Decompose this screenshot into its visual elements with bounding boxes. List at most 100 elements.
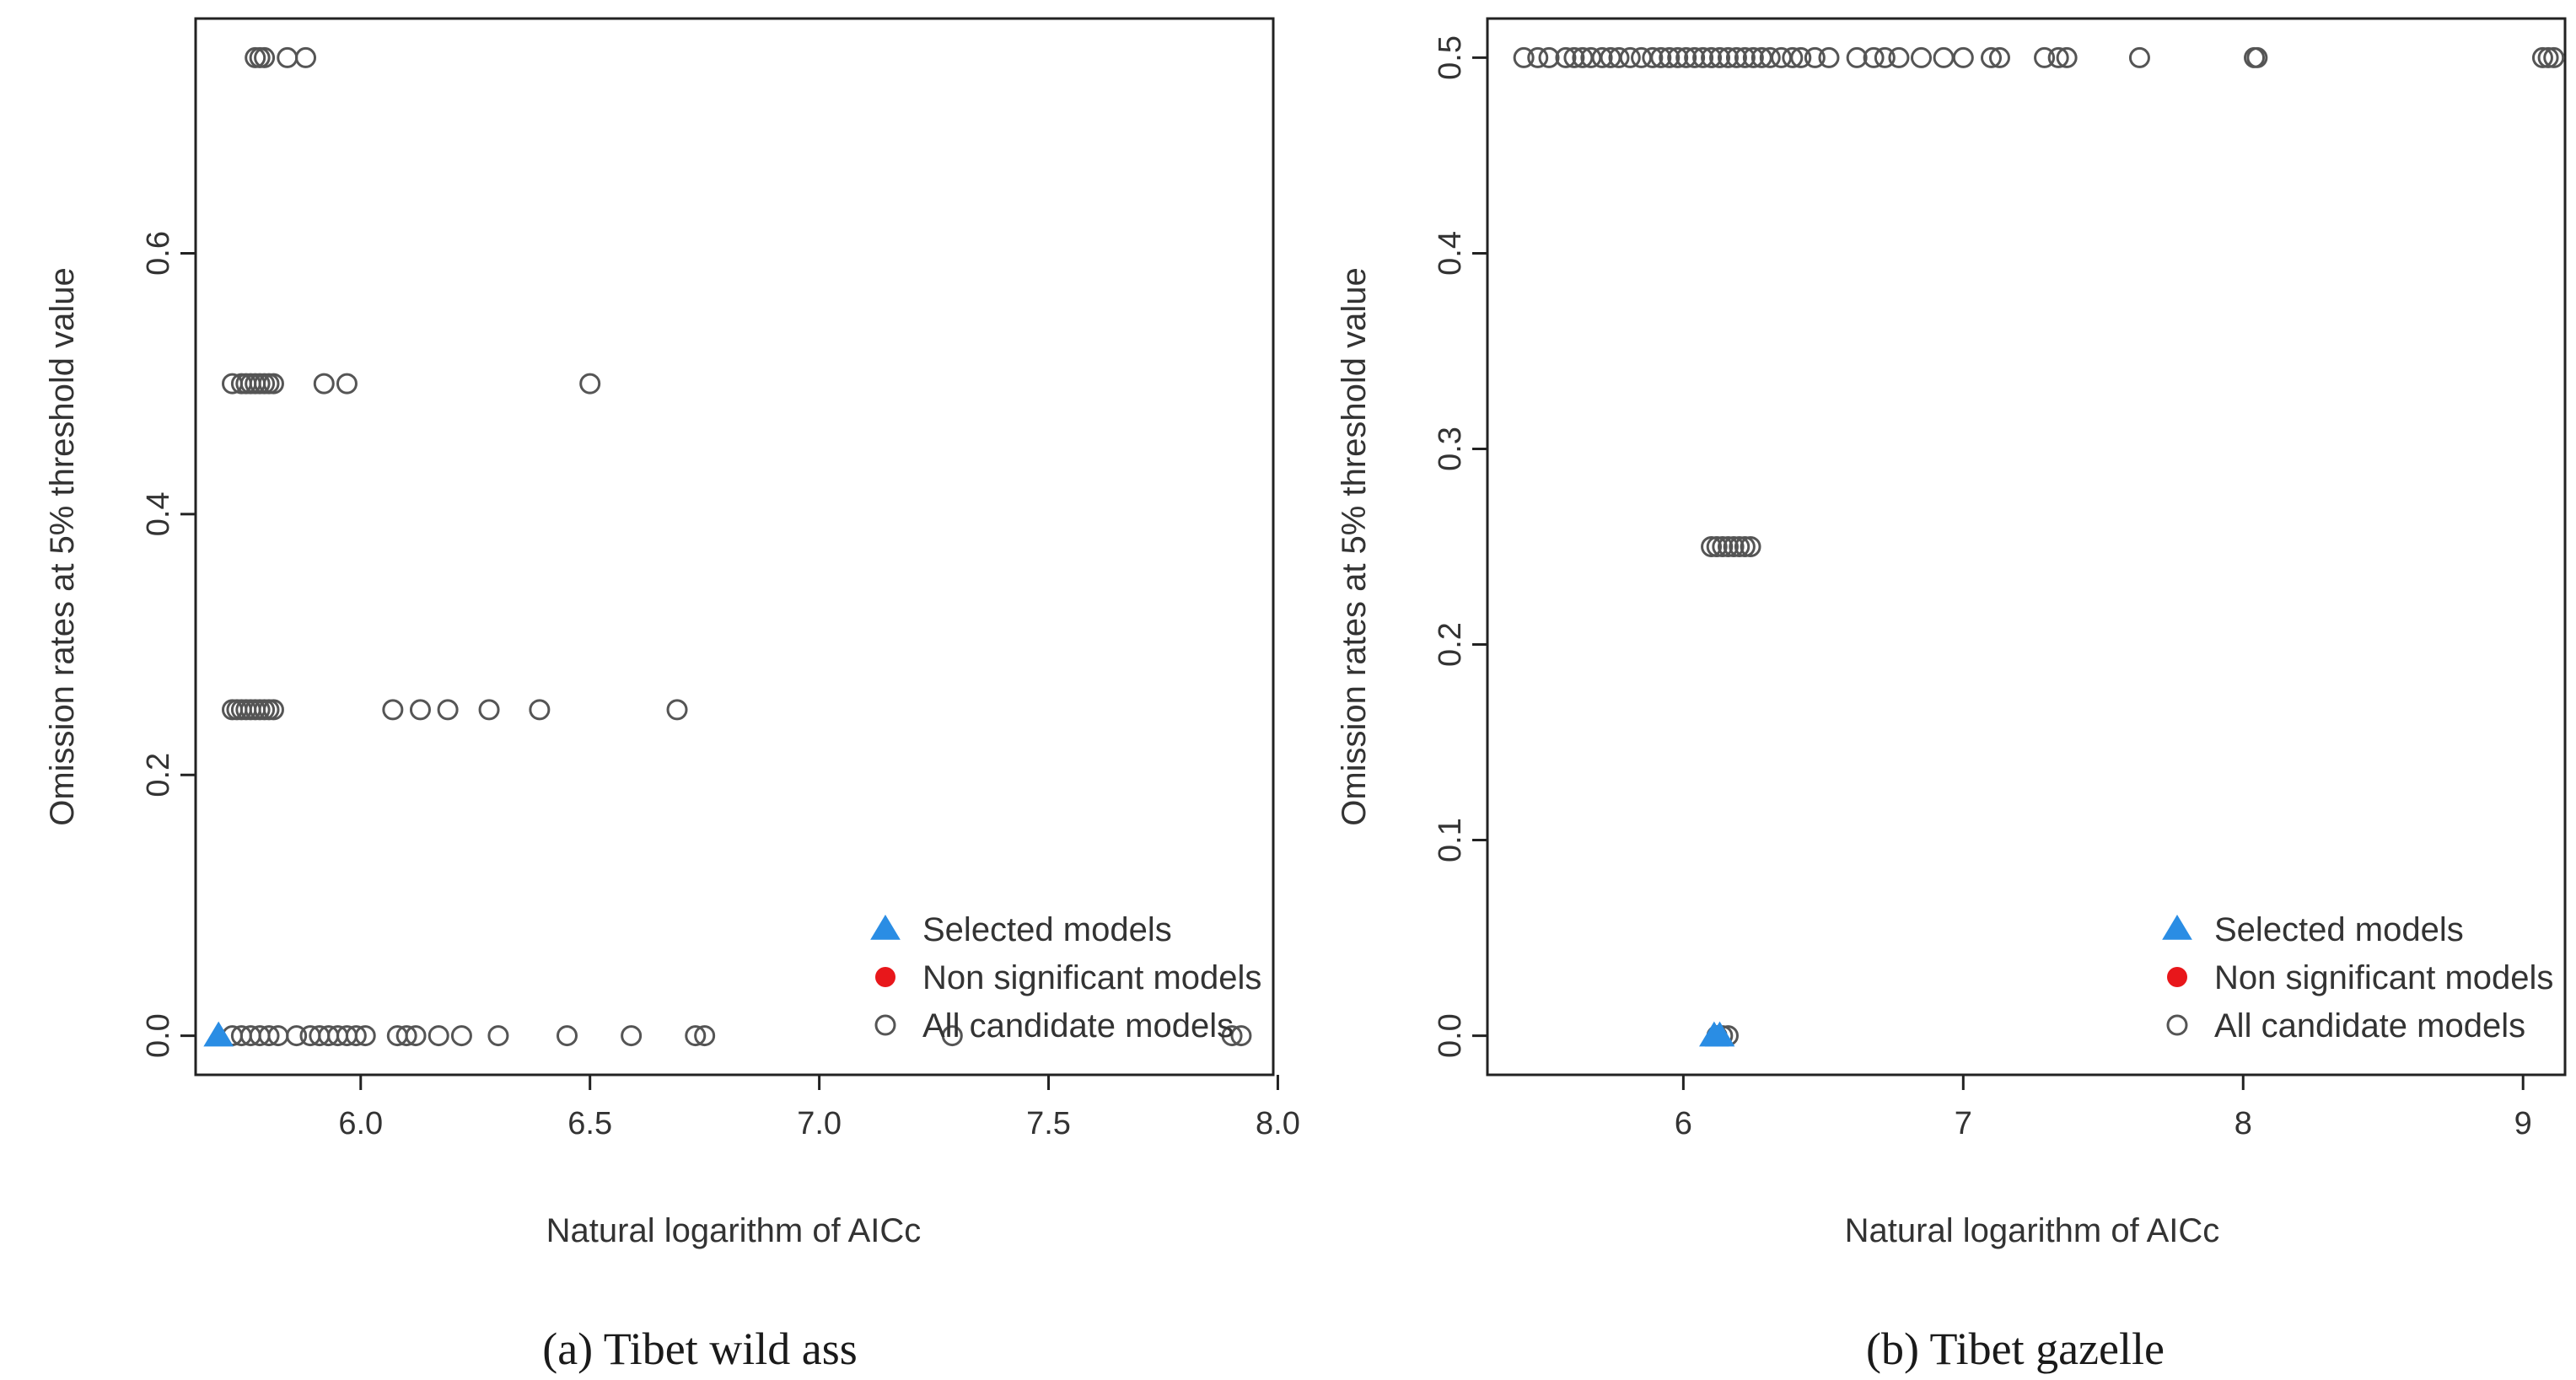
candidate-model-point (336, 373, 358, 395)
legend-triangle-icon (2162, 915, 2192, 940)
legend-filled-circle-icon (875, 967, 895, 987)
candidate-model-point (258, 1025, 280, 1047)
y-axis-title: Omission rates at 5% threshold value (1336, 267, 1373, 826)
candidate-model-point (1538, 46, 1560, 68)
candidate-model-point (487, 1025, 509, 1047)
y-tick-label: 0.4 (1433, 231, 1468, 276)
candidate-model-point (1863, 46, 1885, 68)
x-axis-title: Natural logarithm of AICc (546, 1212, 922, 1249)
candidate-model-point (1591, 46, 1613, 68)
legend-label: Non significant models (922, 959, 1261, 996)
candidate-model-point (1701, 536, 1723, 557)
candidate-model-point (1667, 46, 1689, 68)
candidate-model-point (2056, 46, 2078, 68)
candidate-model-point (1563, 46, 1585, 68)
x-tick-label: 9 (2514, 1106, 2532, 1141)
candidate-model-point (295, 46, 317, 68)
candidate-model-point (1684, 46, 1706, 68)
y-tick-label: 0.2 (1433, 622, 1468, 667)
candidate-model-point (2531, 46, 2553, 68)
candidate-model-point (395, 1025, 417, 1047)
y-tick-label: 0.0 (141, 1013, 176, 1058)
candidate-model-point (1221, 1025, 1243, 1047)
plot-frame (194, 17, 1275, 1077)
candidate-model-point (1230, 1025, 1252, 1047)
candidate-model-point (1717, 536, 1739, 557)
panel-b: 0.0 0.1 0.2 0.3 0.4 0.5 6 7 8 9 Omission rates a… (1336, 17, 2567, 1374)
candidate-model-point (1874, 46, 1896, 68)
candidate-model-point (262, 373, 284, 395)
candidate-model-point (1701, 46, 1723, 68)
candidate-model-point (529, 699, 551, 721)
candidate-model-point (450, 1025, 472, 1047)
candidate-model-point (1790, 46, 1812, 68)
candidate-model-point (1981, 46, 2003, 68)
candidate-model-point (1555, 46, 1577, 68)
candidate-model-point (2537, 46, 2559, 68)
candidate-model-point (1513, 46, 1535, 68)
candidate-model-point (1608, 46, 1630, 68)
candidate-model-point (345, 1025, 367, 1047)
y-tick-label: 0.0 (1433, 1013, 1468, 1058)
candidate-model-point (382, 699, 404, 721)
candidate-model-point (437, 699, 459, 721)
candidate-model-point (1729, 536, 1750, 557)
selected-model-point (1704, 1021, 1735, 1047)
candidate-model-point (941, 1025, 963, 1047)
x-tick-label: 7 (1955, 1106, 1972, 1141)
candidate-model-point (1717, 46, 1739, 68)
plot-frame (1486, 17, 2567, 1077)
y-tick-label: 0.4 (141, 491, 176, 536)
candidate-model-point (1642, 46, 1664, 68)
candidate-model-point (1709, 46, 1731, 68)
candidate-model-point (1742, 46, 1764, 68)
legend-label: Selected models (922, 911, 1172, 948)
candidate-model-point (685, 1025, 707, 1047)
legend-open-circle-icon (874, 1014, 896, 1036)
x-tick-label: 7.0 (797, 1106, 842, 1141)
legend-label: All candidate models (2214, 1007, 2525, 1044)
candidate-model-point (666, 699, 688, 721)
legend-open-circle-icon (2166, 1014, 2188, 1036)
candidate-model-point (1759, 46, 1781, 68)
legend-label: Non significant models (2214, 959, 2553, 996)
panel-caption: (b) Tibet gazelle (1866, 1324, 2165, 1374)
legend-label: Selected models (2214, 911, 2464, 948)
y-tick-label: 0.1 (1433, 818, 1468, 862)
candidate-model-point (1911, 46, 1933, 68)
selected-model-point (203, 1021, 234, 1047)
candidate-model-point (478, 699, 500, 721)
candidate-model-point (1659, 46, 1681, 68)
panel-a: 0.0 0.2 0.4 0.6 6.0 6.5 7.0 7.5 8.0 Omission ra… (44, 17, 1300, 1374)
candidate-model-point (1675, 46, 1697, 68)
candidate-model-point (1818, 46, 1840, 68)
legend: Selected models Non significant models All… (2162, 911, 2553, 1044)
y-axis-title: Omission rates at 5% threshold value (44, 267, 81, 826)
x-tick-label: 7.5 (1026, 1106, 1071, 1141)
candidate-model-point (1846, 46, 1868, 68)
candidate-model-point (1692, 46, 1714, 68)
candidate-model-point (1782, 46, 1804, 68)
x-tick-label: 8.0 (1256, 1106, 1300, 1141)
candidate-model-point (2128, 46, 2150, 68)
candidate-model-point (1888, 46, 1910, 68)
candidate-model-point (1933, 46, 1955, 68)
x-tick-label: 6.5 (567, 1106, 612, 1141)
candidate-model-point (254, 46, 276, 68)
candidate-model-point (313, 373, 335, 395)
candidate-model-point (249, 46, 271, 68)
candidate-model-point (1527, 46, 1549, 68)
candidate-model-point (621, 1025, 643, 1047)
candidate-model-point (2034, 46, 2056, 68)
candidate-model-point (1712, 536, 1734, 557)
y-tick-label: 0.6 (141, 231, 176, 276)
candidate-model-point (262, 699, 284, 721)
candidate-model-point (409, 699, 431, 721)
candidate-model-point (277, 46, 298, 68)
candidate-model-point (428, 1025, 449, 1047)
candidate-model-point (405, 1025, 427, 1047)
y-tick-label: 0.2 (141, 753, 176, 797)
candidate-model-point (557, 1025, 578, 1047)
x-tick-label: 8 (2235, 1106, 2252, 1141)
